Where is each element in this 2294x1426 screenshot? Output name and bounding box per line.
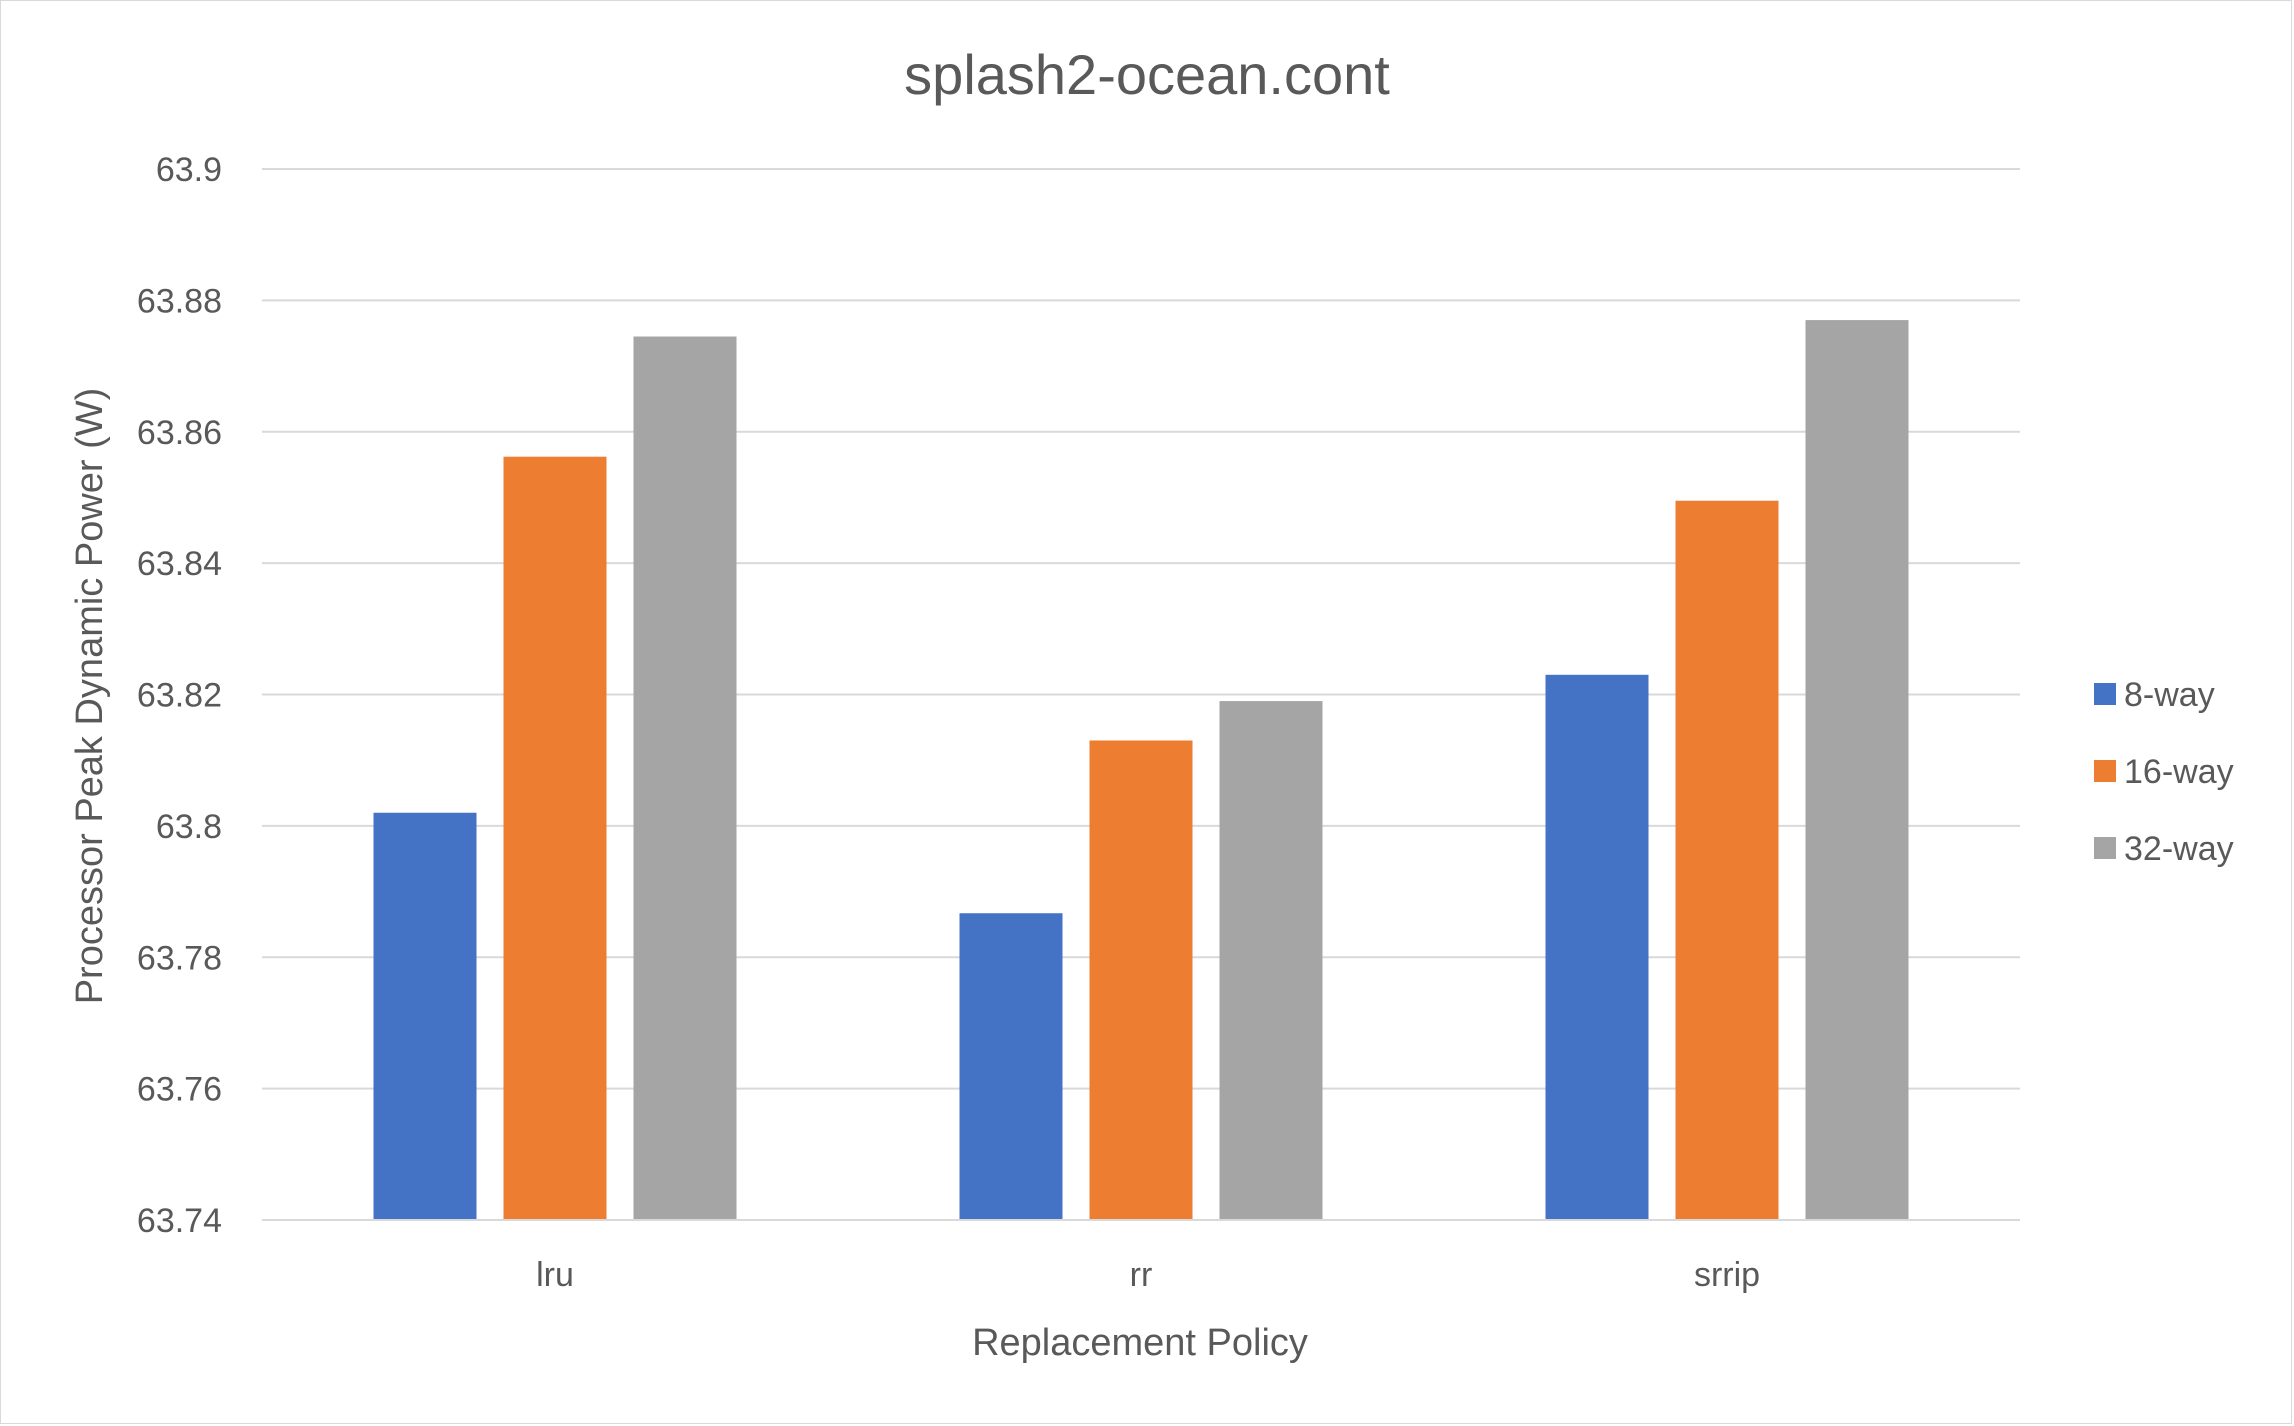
- y-tick-label: 63.82: [137, 677, 222, 715]
- x-tick-label: srrip: [1694, 1256, 1760, 1294]
- y-tick-labels: 63.74 63.76 63.78 63.8 63.82 63.84 63.86 63.88 6…: [137, 151, 222, 1240]
- y-tick-label: 63.88: [137, 282, 222, 320]
- bar-lru-32-way: [633, 336, 737, 1220]
- x-tick-labels: lru rr srrip: [536, 1256, 1760, 1294]
- y-tick-label: 63.9: [156, 151, 222, 189]
- legend-label: 16-way: [2124, 753, 2234, 791]
- legend-swatch-16-way: [2094, 760, 2116, 782]
- bar-lru-16-way: [503, 456, 607, 1220]
- y-tick-label: 63.76: [137, 1071, 222, 1109]
- bar-srrip-16-way: [1675, 500, 1779, 1220]
- legend-swatch-8-way: [2094, 683, 2116, 705]
- x-tick-label: rr: [1130, 1256, 1153, 1294]
- y-tick-label: 63.84: [137, 545, 222, 583]
- bar-rr-8-way: [959, 913, 1063, 1220]
- y-tick-label: 63.74: [137, 1202, 222, 1240]
- legend: 8-way 16-way 32-way: [2094, 676, 2234, 868]
- y-tick-label: 63.78: [137, 939, 222, 977]
- y-tick-label: 63.8: [156, 808, 222, 846]
- bar-rr-32-way: [1219, 701, 1323, 1220]
- bars: [262, 320, 2020, 1221]
- y-tick-label: 63.86: [137, 414, 222, 452]
- bar-srrip-32-way: [1805, 320, 1909, 1220]
- x-axis-label: Replacement Policy: [972, 1322, 1308, 1364]
- legend-label: 8-way: [2124, 676, 2215, 714]
- legend-swatch-32-way: [2094, 837, 2116, 859]
- bar-srrip-8-way: [1545, 674, 1649, 1220]
- y-axis-label: Processor Peak Dynamic Power (W): [69, 388, 111, 1005]
- bar-lru-8-way: [373, 812, 477, 1220]
- chart-title: splash2-ocean.cont: [904, 43, 1390, 106]
- x-tick-label: lru: [536, 1256, 574, 1294]
- bar-rr-16-way: [1089, 740, 1193, 1220]
- legend-label: 32-way: [2124, 830, 2234, 868]
